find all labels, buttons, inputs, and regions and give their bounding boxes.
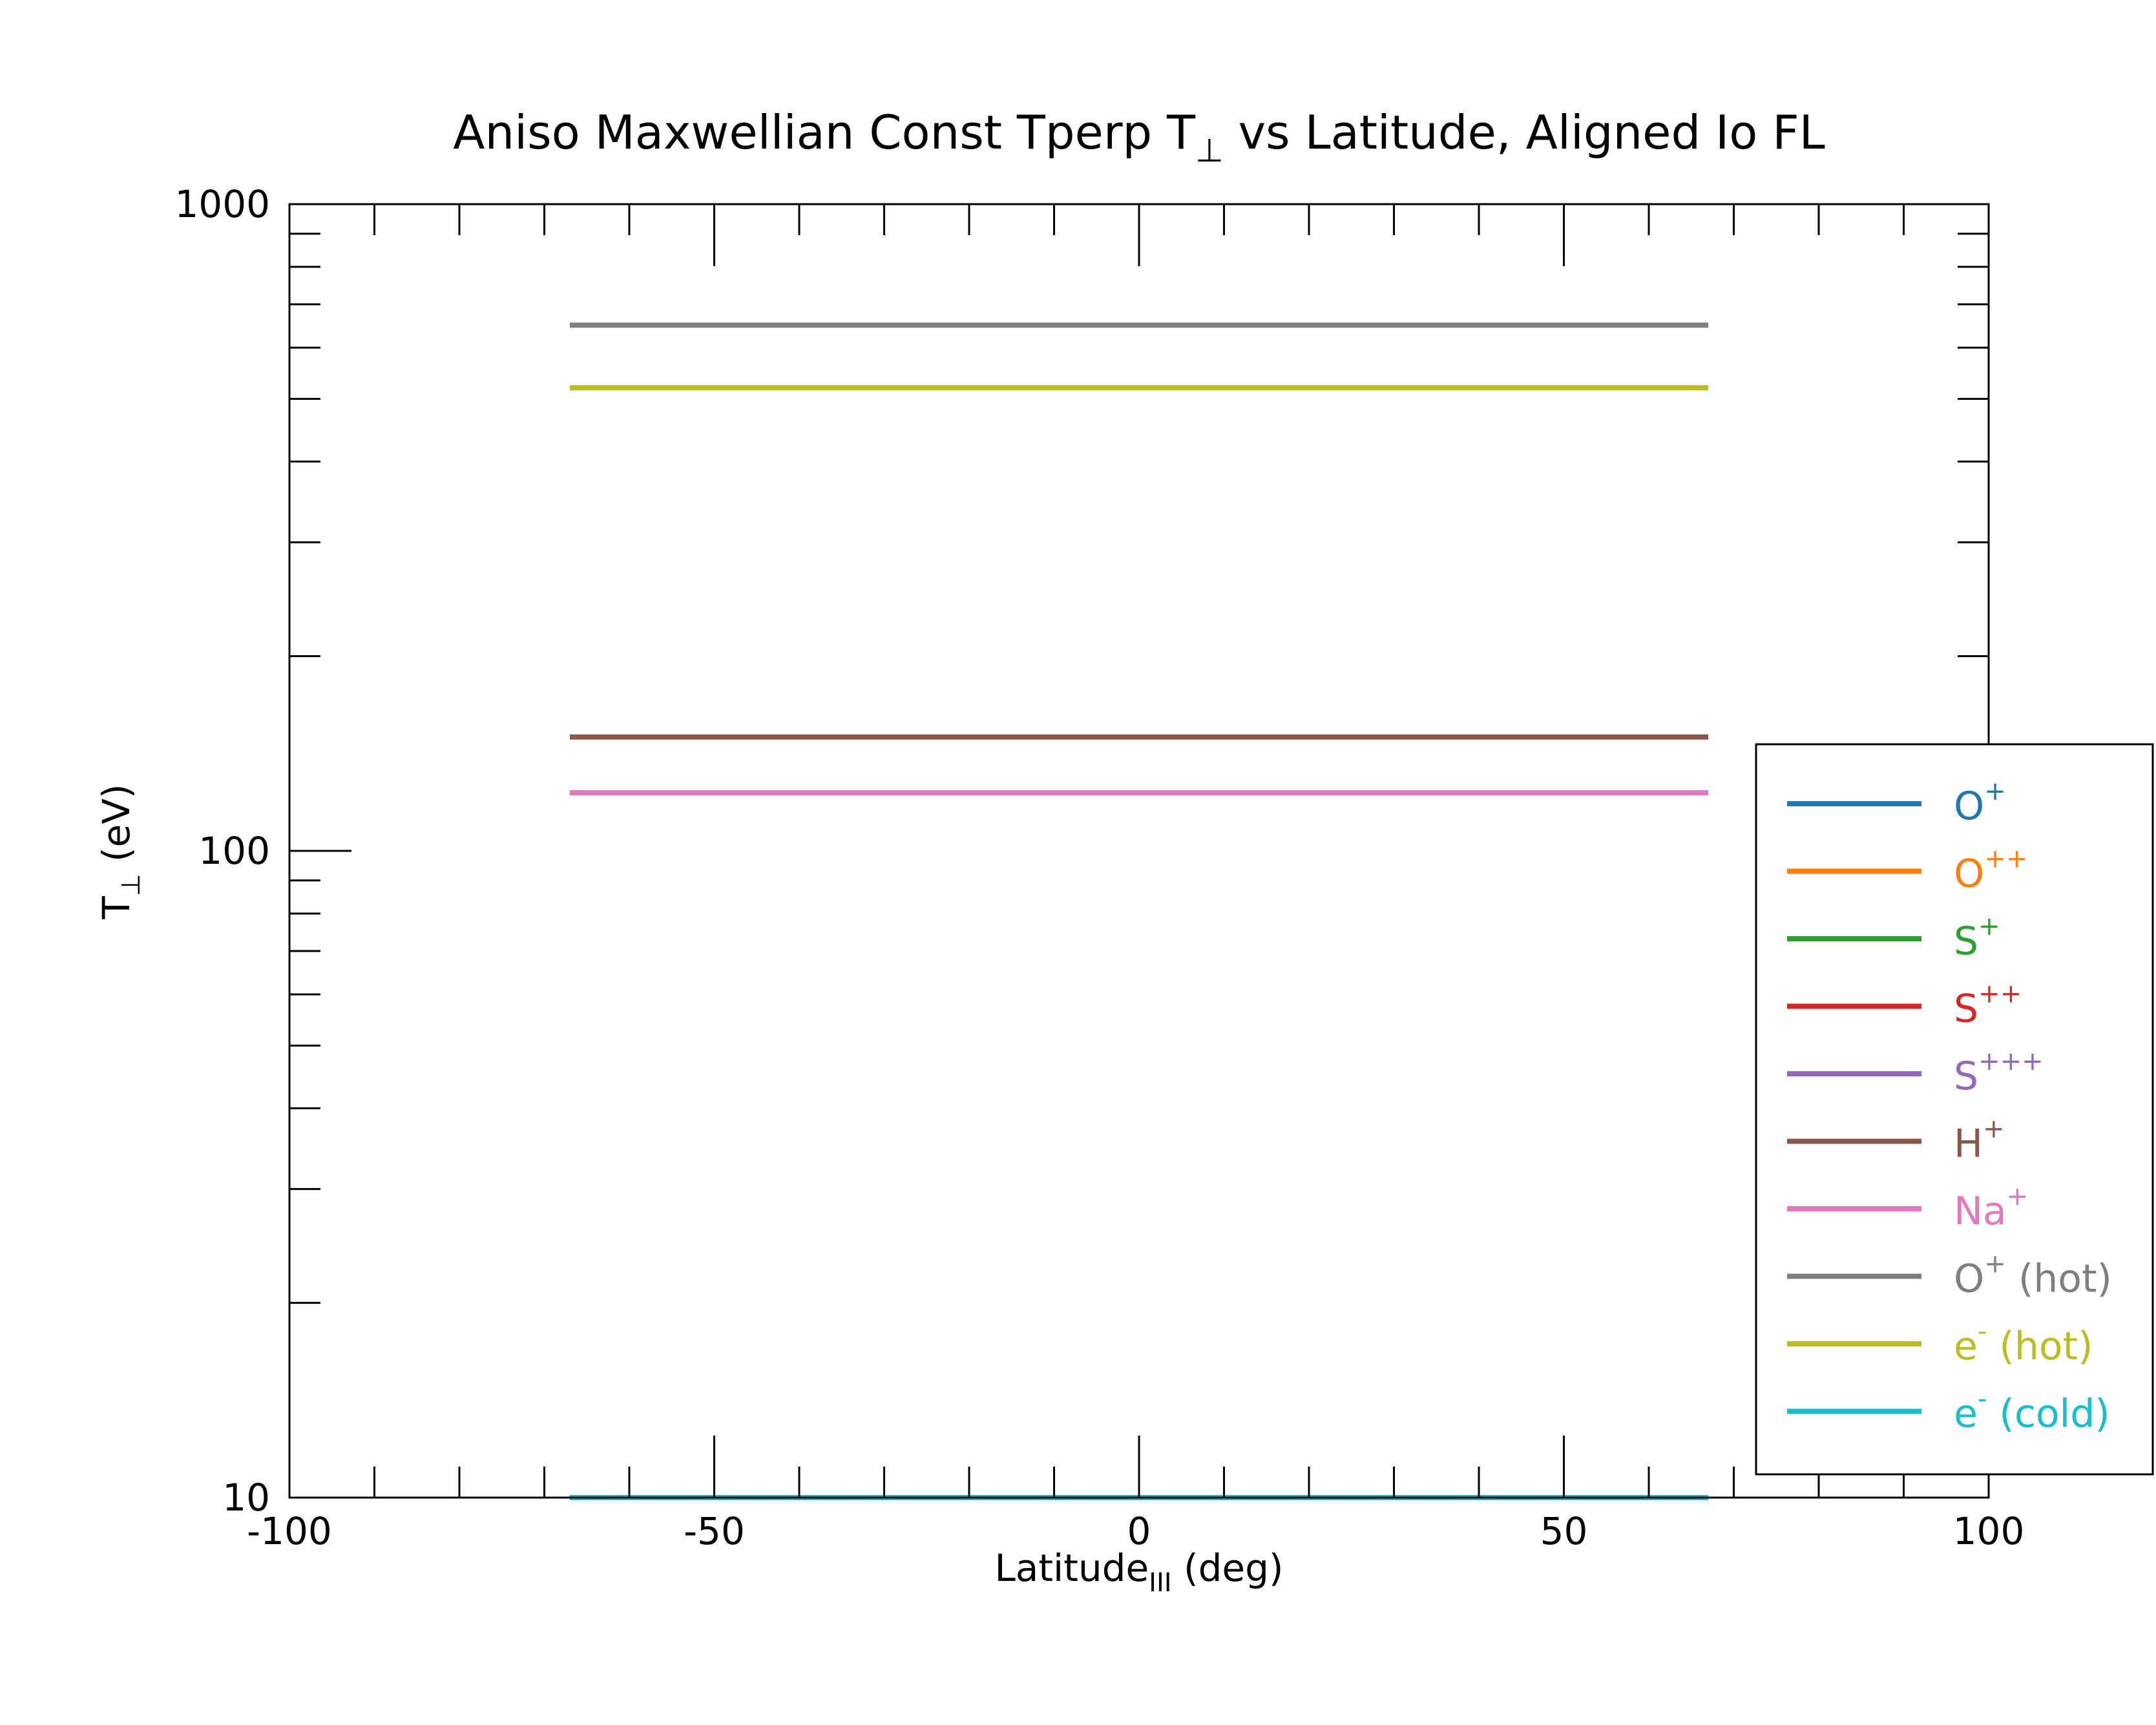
chart-title-rest: vs Latitude, Aligned Io FL: [1224, 105, 1825, 160]
legend-label-0: O+: [1954, 777, 2006, 829]
x-axis-label: LatitudeIII (deg): [994, 1546, 1283, 1598]
y-axis-label: T⊥ (eV): [94, 784, 146, 919]
x-axis-label-main: Latitude: [994, 1546, 1149, 1590]
legend-label-4: S+++: [1954, 1047, 2044, 1099]
legend-label-3: S++: [1954, 979, 2022, 1032]
x-tick-label: 0: [1127, 1509, 1151, 1553]
chart-title: Aniso Maxwellian Const Tperp T⊥ vs Latit…: [453, 105, 1825, 169]
plot-frame: [288, 203, 1990, 1499]
legend-label-9: e- (cold): [1954, 1385, 2110, 1437]
y-tick-label: 10: [222, 1476, 270, 1520]
legend-label-7: O+ (hot): [1954, 1249, 2112, 1302]
series-layer: [569, 322, 1709, 1500]
x-tick-label: 50: [1540, 1509, 1588, 1553]
y-tick-label: 1000: [174, 182, 270, 226]
legend-label-5: H+: [1954, 1114, 2005, 1167]
x-axis-label-rest: (deg): [1172, 1546, 1284, 1590]
legend-label-6: Na+: [1954, 1182, 2028, 1234]
x-tick-label: 100: [1953, 1509, 2025, 1553]
chart-title-subscript: ⊥: [1195, 132, 1224, 169]
y-axis-label-main: T: [94, 896, 138, 920]
legend-label-8: e- (hot): [1954, 1317, 2093, 1369]
y-tick-label: 100: [198, 829, 270, 873]
x-axis-label-subscript: III: [1149, 1568, 1171, 1598]
legend-label-2: S+: [1954, 912, 2000, 964]
chart-title-main: Aniso Maxwellian Const Tperp T: [453, 105, 1196, 160]
y-axis-label-subscript: ⊥: [116, 873, 146, 896]
legend-label-1: O++: [1954, 844, 2027, 897]
y-axis-label-rest: (eV): [94, 784, 138, 873]
legend-box: [1755, 743, 2154, 1476]
legend: O+ O++ S+ S++ S+++ H+ Na+ O+ (hot) e- (hot) e- (c…: [1755, 743, 2154, 1476]
x-tick-label: -50: [684, 1509, 745, 1553]
x-tick-label: -100: [247, 1509, 332, 1553]
